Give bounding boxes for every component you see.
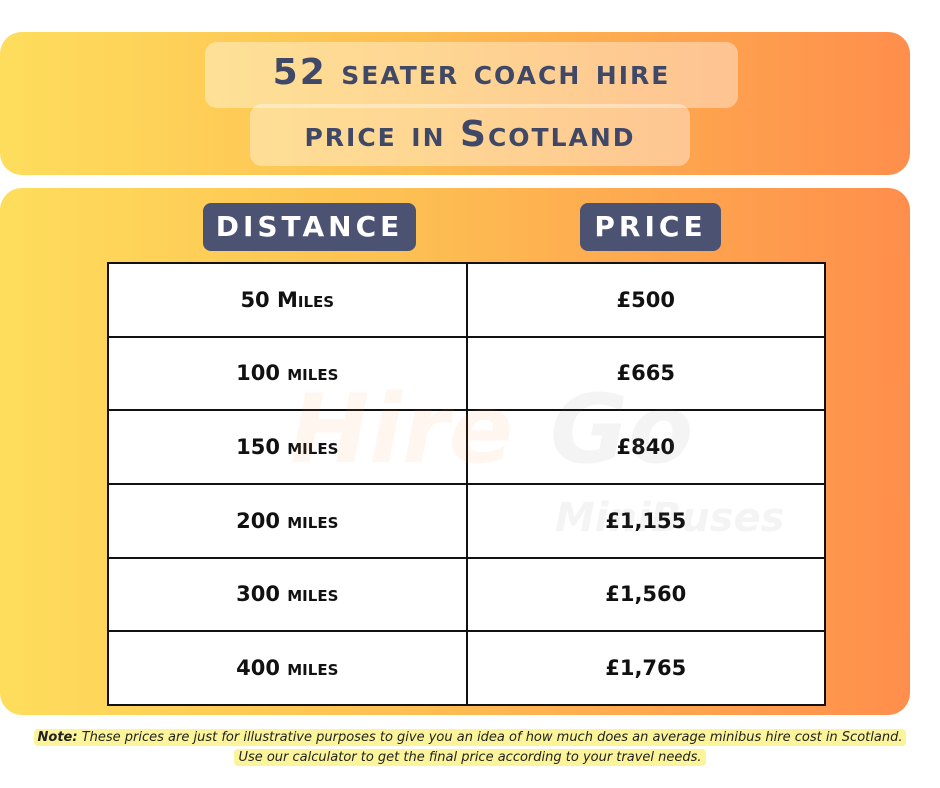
price-cell: £665	[465, 335, 826, 412]
table-row: 400 miles £1,765	[107, 630, 826, 706]
price-cell: £500	[465, 262, 826, 338]
distance-cell: 100 miles	[107, 335, 468, 412]
note-line-2: Use our calculator to get the final pric…	[234, 749, 706, 766]
table-row: 50 Miles £500	[107, 262, 826, 338]
disclaimer-note: Note: These prices are just for illustra…	[0, 728, 940, 768]
distance-header: DISTANCE	[203, 203, 416, 251]
note-label: Note:	[37, 730, 78, 745]
title-line-2: price in Scotland	[250, 104, 690, 166]
distance-cell: 50 Miles	[107, 262, 468, 338]
title-banner	[0, 32, 910, 175]
note-text-1: These prices are just for illustrative p…	[77, 730, 903, 745]
table-row: 100 miles £665	[107, 335, 826, 412]
distance-cell: 200 miles	[107, 482, 468, 559]
distance-cell: 150 miles	[107, 409, 468, 485]
note-line-1: Note: These prices are just for illustra…	[33, 729, 907, 746]
distance-cell: 300 miles	[107, 556, 468, 633]
price-cell: £1,155	[465, 482, 826, 559]
table-row: 200 miles £1,155	[107, 482, 826, 559]
price-cell: £840	[465, 409, 826, 485]
price-cell: £1,560	[465, 556, 826, 633]
table-row: 150 miles £840	[107, 409, 826, 485]
price-table: 50 Miles £500 100 miles £665 150 miles £840…	[107, 262, 826, 706]
table-row: 300 miles £1,560	[107, 556, 826, 633]
price-cell: £1,765	[465, 630, 826, 706]
price-header: PRICE	[580, 203, 721, 251]
distance-cell: 400 miles	[107, 630, 468, 706]
title-line-1: 52 seater coach hire	[205, 42, 738, 108]
